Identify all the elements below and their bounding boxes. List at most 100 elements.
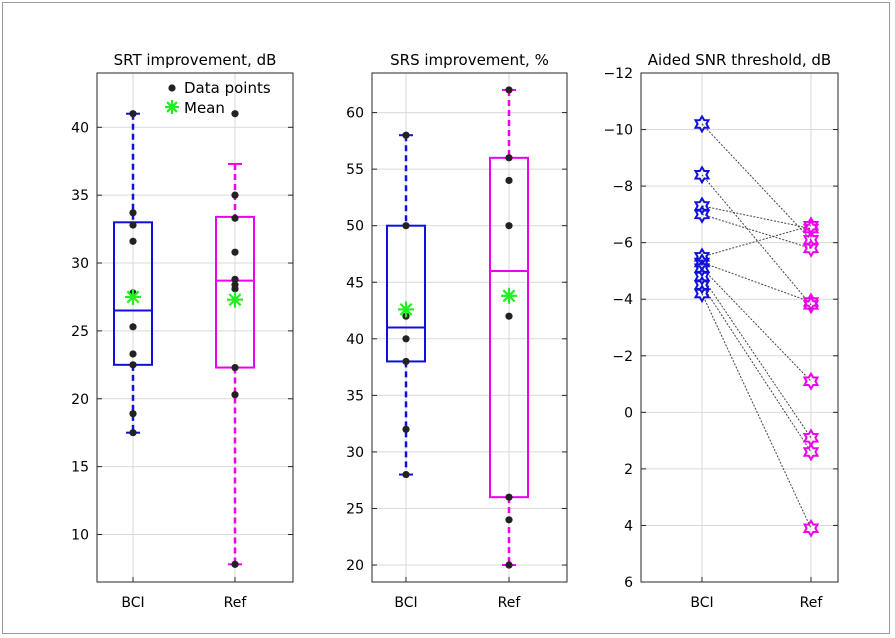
panel2-data-point <box>402 222 410 230</box>
panel2-data-point <box>505 222 513 230</box>
panel1-data-point <box>129 209 137 217</box>
panel3-ref-point <box>802 295 820 315</box>
panel1-data-point <box>231 275 239 283</box>
panel3-bci-point <box>693 275 711 295</box>
panel3-ref-point <box>802 292 820 312</box>
panel3-ref-point <box>802 442 820 462</box>
panel3-bci-point <box>693 165 711 185</box>
panel3-xtick-label: BCI <box>690 595 713 611</box>
panel2-ytick-label: 60 <box>346 106 364 122</box>
panel1-data-point <box>231 363 239 372</box>
panel2-data-point <box>505 493 513 501</box>
panel3-pair-link <box>701 213 812 249</box>
legend-points-label: Data points <box>184 79 271 97</box>
panel1-title: SRT improvement, dB <box>114 51 277 69</box>
panel2-ytick-label: 55 <box>346 162 364 178</box>
panel3-ytick-label: −12 <box>603 66 633 82</box>
legend-points-marker <box>168 84 176 92</box>
panel3-pair-link <box>701 123 812 241</box>
panel3-bci-point <box>693 267 711 287</box>
panel1-data-point <box>231 285 239 293</box>
panel3-ytick-label: 6 <box>624 575 633 591</box>
panel3-bci-point <box>693 247 711 267</box>
panel3-bci-point <box>693 284 711 304</box>
panel3-ref-point <box>802 219 820 238</box>
panel2-xtick-label: Ref <box>498 595 522 611</box>
panel3-pair-link <box>701 293 812 529</box>
panel2-ytick-label: 20 <box>346 558 364 574</box>
panel2-mean-marker <box>501 287 517 304</box>
panel1-axes-box <box>96 72 294 583</box>
panel1-data-point <box>231 560 239 568</box>
panel3-pair-link <box>701 205 812 230</box>
panel3-ytick-label: −6 <box>612 236 633 252</box>
panel2-mean-marker <box>398 301 414 318</box>
panel1-ytick-label: 15 <box>71 460 89 476</box>
panel2-title: SRS improvement, % <box>390 51 549 69</box>
panel3-ytick-label: −8 <box>612 179 633 195</box>
panel1-data-point <box>129 429 137 437</box>
panel1-data-point <box>129 221 137 229</box>
panel3-pair-link <box>701 174 812 306</box>
panel2-data-point <box>505 154 513 162</box>
panel3-ytick-label: 4 <box>624 518 633 534</box>
panel3-pair-link <box>701 225 812 258</box>
panel3-xtick-label: Ref <box>800 595 824 611</box>
panel2-ytick-label: 40 <box>346 332 364 348</box>
panel1-data-point <box>231 214 239 222</box>
panel1-ytick-label: 25 <box>71 324 89 340</box>
panel1-data-point <box>129 110 137 118</box>
panel2-data-point <box>505 561 513 569</box>
panel3-bci-point <box>693 196 711 216</box>
panel1-mean-marker-stroke <box>126 290 140 304</box>
panel3-ref-point <box>802 518 820 538</box>
panel3-ytick-label: 0 <box>624 405 633 421</box>
panel1-ytick-label: 10 <box>71 527 89 543</box>
panel2-data-point <box>505 176 513 185</box>
panel2-data-point <box>505 516 513 524</box>
panel3-bci-point <box>693 204 711 224</box>
panel1-mean-marker <box>227 291 243 308</box>
panel1-mean-marker <box>125 288 141 305</box>
panel1-data-point <box>129 323 137 331</box>
panel2-ytick-label: 30 <box>346 445 364 461</box>
panel2-data-point <box>505 86 513 94</box>
panel3-pair-link <box>701 267 812 382</box>
legend-mean-label: Mean <box>184 99 225 117</box>
panel1-data-point <box>129 361 137 369</box>
panel3-ref-point <box>802 238 820 258</box>
panel2-data-point <box>402 425 410 433</box>
panel3-ref-point <box>802 230 820 250</box>
panel1-mean-marker-stroke <box>228 293 242 307</box>
panel3-pair-link <box>701 284 812 453</box>
panel1-ytick-label: 40 <box>71 120 89 136</box>
panel3-ytick-label: 2 <box>624 462 633 478</box>
panel3-title: Aided SNR threshold, dB <box>648 51 831 69</box>
panel3-ytick-label: −4 <box>612 292 633 308</box>
panel2-mean-marker-stroke <box>399 302 413 316</box>
panel2-data-point <box>402 470 410 479</box>
panel3-ytick-label: −10 <box>603 123 633 139</box>
panel1-ytick-label: 20 <box>71 392 89 408</box>
panel3-ref-point <box>802 216 820 236</box>
panel3-bci-point <box>693 114 711 134</box>
panel1-xtick-label: Ref <box>224 595 248 611</box>
panel2-ytick-label: 35 <box>346 388 364 404</box>
panel2-ytick-label: 50 <box>346 219 364 235</box>
panel1-ytick-label: 30 <box>71 256 89 272</box>
panel2-xtick-label: BCI <box>394 595 417 611</box>
panel2-axes-box <box>371 72 568 583</box>
panel1-data-point <box>129 410 137 418</box>
legend-mean-marker-stroke <box>166 101 178 113</box>
legend-mean-marker <box>165 100 179 114</box>
panel2-mean-marker-stroke <box>502 289 516 303</box>
panel2-data-point <box>402 335 410 343</box>
panel1-data-point <box>231 248 239 256</box>
panel2-ytick-label: 25 <box>346 501 364 517</box>
panel2-data-point <box>402 131 410 139</box>
panel1-data-point <box>129 350 137 358</box>
panel1-data-point <box>231 391 239 399</box>
panel3-pair-link <box>701 276 812 439</box>
